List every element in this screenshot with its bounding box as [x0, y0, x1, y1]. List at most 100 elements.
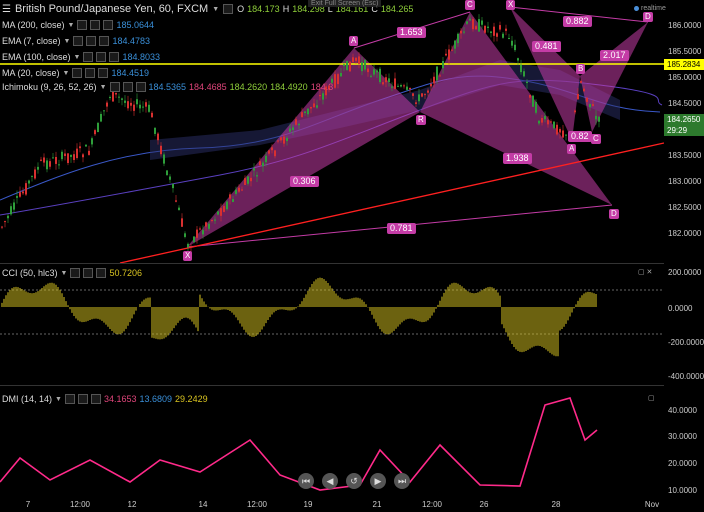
candle-body	[94, 130, 96, 135]
dmi-pane[interactable]	[0, 386, 664, 498]
price-axis-label: 183.0000	[668, 177, 702, 186]
settings-icon[interactable]	[85, 68, 96, 78]
candle-body	[307, 108, 309, 115]
legend-ichimoku[interactable]: Ichimoku (9, 26, 52, 26) ▼ 184.5365 184.4…	[2, 82, 334, 92]
close-icon[interactable]	[98, 68, 109, 78]
chevron-down-icon[interactable]: ▼	[73, 53, 81, 61]
dmi-line	[0, 397, 598, 491]
symbol-title[interactable]: British Pound/Japanese Yen, 60, FXCM	[14, 3, 209, 15]
close-icon[interactable]	[109, 52, 120, 62]
candle-body	[160, 145, 162, 155]
candle-body	[103, 110, 105, 112]
candle-body	[409, 87, 411, 90]
candle-body	[541, 117, 543, 123]
close-icon[interactable]	[135, 82, 146, 92]
legend-ema7[interactable]: EMA (7, close) ▼ 184.4783	[2, 36, 151, 46]
candle-body	[262, 162, 264, 167]
candle-body	[115, 92, 117, 95]
cci-pane[interactable]	[0, 264, 664, 384]
settings-icon[interactable]	[86, 36, 97, 46]
candle-body	[4, 221, 6, 223]
price-chart[interactable]	[0, 0, 664, 263]
pane-maximize-icon[interactable]: ▢ ✕	[638, 269, 653, 276]
chevron-down-icon[interactable]: ▼	[99, 83, 107, 91]
settings-icon[interactable]	[77, 394, 88, 404]
candle-body	[199, 228, 201, 230]
eye-icon[interactable]	[83, 52, 94, 62]
step-forward-button[interactable]: ▶	[370, 473, 386, 489]
chevron-down-icon[interactable]: ▼	[60, 269, 68, 277]
ratio-label: 2.017	[600, 50, 629, 61]
candle-body	[490, 31, 492, 33]
candle-body	[58, 164, 60, 166]
candle-body	[469, 18, 471, 21]
candle-body	[205, 222, 207, 227]
candle-body	[514, 44, 516, 51]
time-label: 12:00	[421, 500, 443, 509]
ratio-label: 1.653	[397, 27, 426, 38]
cci-axis[interactable]: 200.0000 0.0000 -200.0000 -400.0000	[668, 268, 704, 381]
legend-dmi[interactable]: DMI (14, 14) ▼ 34.1653 13.6809 29.2429	[2, 394, 208, 404]
trend-line[interactable]	[119, 142, 664, 263]
legend-ema100[interactable]: EMA (100, close) ▼ 184.8033	[2, 52, 161, 62]
candle-body	[358, 56, 360, 64]
skip-forward-button[interactable]: ⏭	[394, 473, 410, 489]
time-label: 12:00	[246, 500, 268, 509]
chevron-down-icon[interactable]: ▼	[212, 5, 220, 13]
eye-icon[interactable]	[73, 36, 84, 46]
eye-icon[interactable]	[109, 82, 120, 92]
candle-body	[433, 76, 435, 84]
close-icon[interactable]	[96, 268, 107, 278]
harmonic2-xab	[510, 7, 580, 140]
close-icon[interactable]	[103, 20, 114, 30]
reset-button[interactable]: ↺	[346, 473, 362, 489]
eye-icon[interactable]	[72, 68, 83, 78]
menu-icon[interactable]: ☰	[2, 3, 11, 15]
candle-body	[292, 127, 294, 131]
candle-body	[532, 95, 534, 107]
chevron-down-icon[interactable]: ▼	[67, 21, 75, 29]
skip-back-button[interactable]: ⏮	[298, 473, 314, 489]
price-axis-label: 185.5000	[668, 47, 702, 56]
ratio-label: 0.306	[290, 176, 319, 187]
chevron-down-icon[interactable]: ▼	[55, 395, 62, 403]
legend-ma20[interactable]: MA (20, close) ▼ 184.4519	[2, 68, 150, 78]
step-back-button[interactable]: ◀	[322, 473, 338, 489]
candle-body	[346, 60, 348, 70]
candle-body	[214, 219, 216, 221]
candle-body	[499, 25, 501, 30]
dmi-axis[interactable]: 40.0000 30.0000 20.0000 10.0000	[668, 406, 697, 495]
candle-body	[136, 99, 138, 105]
settings-icon[interactable]	[96, 52, 107, 62]
candle-body	[286, 138, 288, 142]
settings-icon[interactable]	[83, 268, 94, 278]
price-axis-label: 184.5000	[668, 99, 702, 108]
candle-body	[430, 83, 432, 87]
pane-maximize-icon[interactable]: ▢	[648, 395, 655, 402]
candle-body	[574, 110, 576, 113]
chevron-down-icon[interactable]: ▼	[63, 37, 71, 45]
time-label: Nov	[644, 500, 660, 509]
candle-body	[223, 206, 225, 212]
candle-body	[34, 169, 36, 179]
exit-fullscreen-tooltip[interactable]: Exit Full Screen (Esc)	[308, 0, 382, 7]
candle-body	[580, 81, 582, 83]
eye-icon[interactable]	[77, 20, 88, 30]
chevron-down-icon[interactable]: ▼	[62, 69, 70, 77]
eye-icon[interactable]	[64, 394, 75, 404]
candle-body	[406, 86, 408, 90]
candle-body	[319, 94, 321, 97]
pane-separator[interactable]	[0, 385, 664, 386]
visibility-toggle[interactable]	[223, 4, 234, 14]
legend-cci[interactable]: CCI (50, hlc3) ▼ 50.7206	[2, 268, 143, 278]
close-icon[interactable]	[90, 394, 101, 404]
legend-ma200[interactable]: MA (200, close) ▼ 185.0644	[2, 20, 155, 30]
close-icon[interactable]	[99, 36, 110, 46]
eye-icon[interactable]	[70, 268, 81, 278]
pane-separator[interactable]	[0, 263, 664, 264]
settings-icon[interactable]	[90, 20, 101, 30]
candle-body	[7, 215, 9, 219]
candle-body	[349, 61, 351, 72]
settings-icon[interactable]	[122, 82, 133, 92]
candle-body	[22, 191, 24, 194]
